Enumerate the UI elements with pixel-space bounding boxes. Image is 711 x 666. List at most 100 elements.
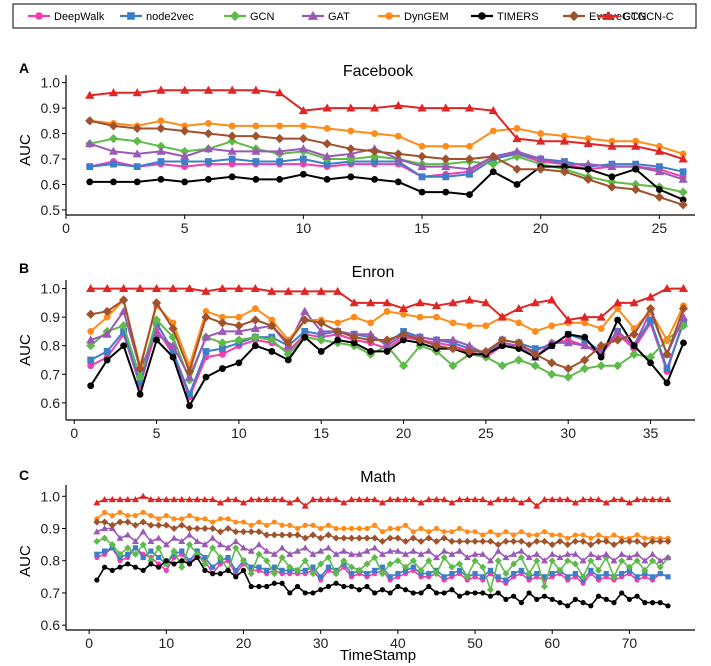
data-point xyxy=(94,577,100,583)
data-point xyxy=(316,286,326,295)
data-point xyxy=(294,495,302,503)
data-point xyxy=(302,590,308,596)
data-point xyxy=(250,332,260,342)
data-point xyxy=(181,158,189,165)
data-point xyxy=(630,342,638,350)
data-point xyxy=(202,554,208,561)
data-point xyxy=(132,123,142,134)
data-point xyxy=(655,142,663,150)
data-point xyxy=(387,590,393,596)
data-point xyxy=(309,570,317,578)
data-point xyxy=(103,348,111,355)
data-point xyxy=(180,85,190,94)
data-point xyxy=(525,541,533,549)
data-point xyxy=(232,528,240,536)
data-point xyxy=(124,544,132,552)
data-point xyxy=(571,550,579,557)
data-point xyxy=(398,329,409,339)
data-point xyxy=(394,534,402,542)
data-point xyxy=(494,557,502,565)
data-point xyxy=(210,519,216,525)
data-point xyxy=(610,495,618,503)
data-point xyxy=(466,191,473,199)
data-point xyxy=(117,509,123,515)
data-point xyxy=(579,557,587,564)
data-point xyxy=(607,141,617,150)
data-point xyxy=(503,529,509,535)
data-point xyxy=(441,162,451,171)
data-point xyxy=(464,295,475,304)
series-dyngem xyxy=(87,296,687,370)
data-point xyxy=(526,590,532,596)
data-point xyxy=(441,154,451,164)
y-tick-label: 0.5 xyxy=(41,202,61,218)
data-point xyxy=(278,531,286,539)
data-point xyxy=(548,495,556,503)
data-point xyxy=(275,88,285,97)
data-point xyxy=(457,525,463,532)
data-point xyxy=(417,550,425,557)
data-point xyxy=(580,363,590,374)
data-point xyxy=(386,560,394,568)
data-point xyxy=(263,547,271,554)
data-point xyxy=(547,295,557,304)
x-tick-label: 15 xyxy=(414,220,430,236)
data-point xyxy=(140,554,146,561)
data-point xyxy=(656,557,664,564)
data-point xyxy=(250,323,260,333)
panel-letter: C xyxy=(19,467,29,483)
data-point xyxy=(494,495,502,503)
panel-letter: A xyxy=(19,60,29,76)
data-point xyxy=(510,560,518,568)
data-point xyxy=(525,570,533,578)
data-point xyxy=(580,600,586,606)
data-point xyxy=(168,332,178,342)
data-point xyxy=(366,298,376,307)
data-point xyxy=(597,353,605,361)
data-point xyxy=(540,557,549,564)
data-point xyxy=(494,541,502,549)
data-point xyxy=(125,551,131,557)
data-point xyxy=(581,319,589,327)
data-point xyxy=(169,353,177,361)
data-point xyxy=(155,534,163,541)
data-point xyxy=(463,573,471,581)
data-point xyxy=(541,574,548,580)
data-point xyxy=(93,537,101,545)
data-point xyxy=(133,163,141,171)
data-point xyxy=(108,121,119,131)
data-point xyxy=(432,553,440,561)
data-point xyxy=(139,528,147,535)
data-point xyxy=(488,106,498,115)
x-tick-label: 20 xyxy=(396,425,412,441)
data-point xyxy=(432,570,440,578)
data-point xyxy=(227,146,237,155)
data-point xyxy=(125,561,131,567)
legend-label: DynGEM xyxy=(404,11,449,23)
data-point xyxy=(217,516,223,522)
data-point xyxy=(531,345,539,352)
data-point xyxy=(418,590,424,596)
data-point xyxy=(614,316,622,324)
data-point xyxy=(641,557,649,564)
legend-item-node2vec: node2vec xyxy=(120,11,194,23)
data-point xyxy=(565,603,571,609)
data-point xyxy=(410,564,416,570)
data-point xyxy=(402,550,410,557)
data-point xyxy=(332,495,340,503)
data-point xyxy=(513,181,521,188)
data-point xyxy=(156,146,166,155)
data-point xyxy=(235,359,243,367)
data-point xyxy=(471,550,479,557)
data-point xyxy=(610,573,618,581)
data-point xyxy=(442,142,450,150)
data-point xyxy=(108,495,116,503)
data-point xyxy=(251,305,259,312)
data-point xyxy=(180,146,190,156)
data-point xyxy=(548,322,556,330)
data-point xyxy=(185,524,193,533)
data-point xyxy=(298,106,308,115)
data-point xyxy=(110,178,117,186)
data-point xyxy=(310,590,316,596)
data-point xyxy=(525,553,533,561)
